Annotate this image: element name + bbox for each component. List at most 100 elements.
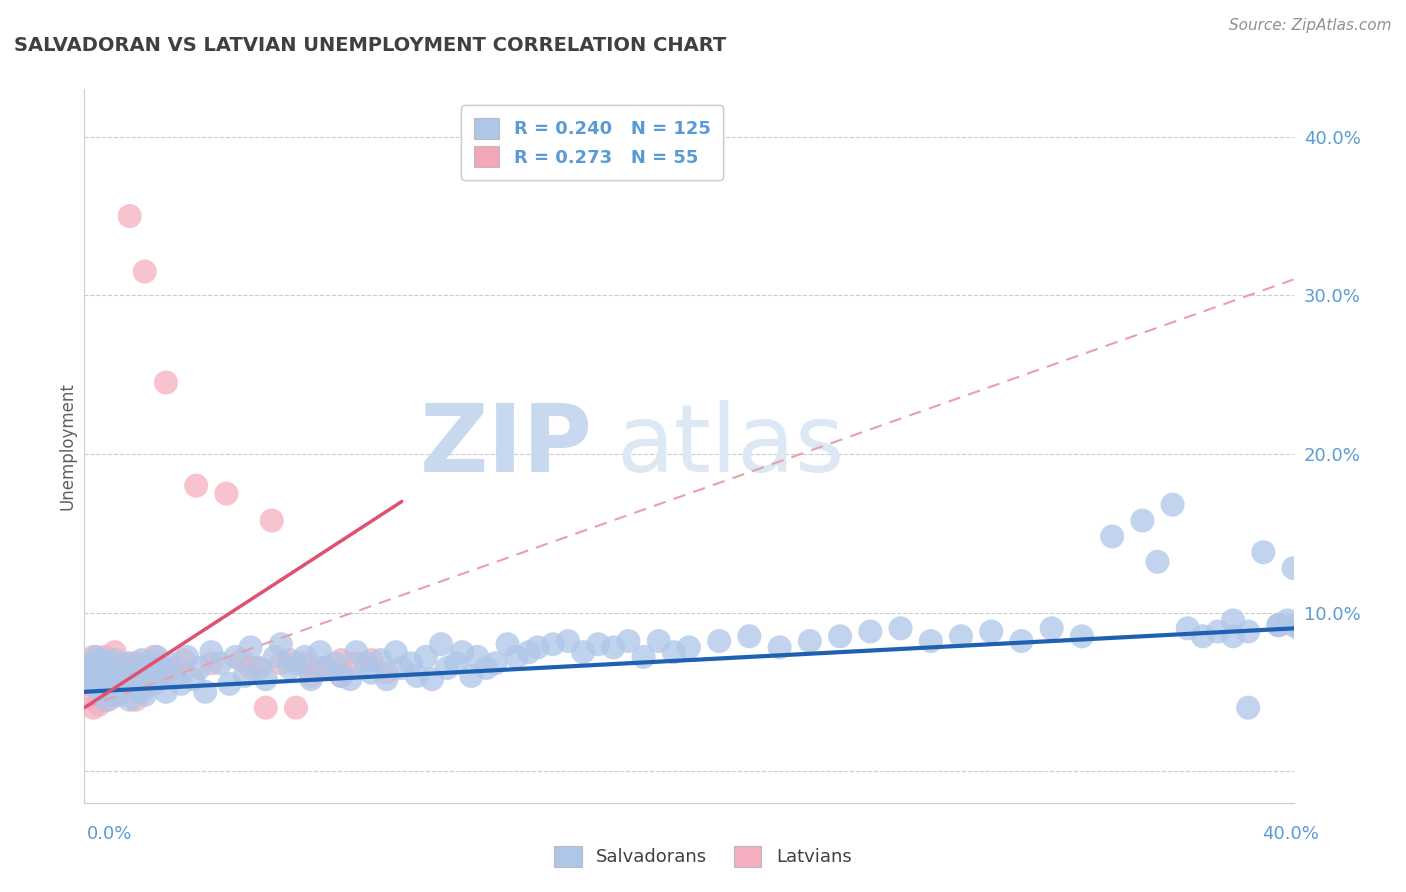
Point (163, 661, 186, 675)
Point (200, 645, 222, 659)
Point (270, 637, 292, 651)
Point (460, 669, 482, 683)
Point (188, 661, 211, 675)
Point (830, 629, 852, 643)
Point (112, 677, 135, 691)
Point (315, 661, 337, 675)
Point (505, 649, 527, 664)
Point (233, 669, 256, 683)
Point (633, 649, 655, 664)
Point (100, 657, 122, 671)
Point (1267, 618, 1289, 632)
Point (1071, 629, 1094, 643)
Point (118, 209, 141, 223)
Text: Source: ZipAtlas.com: Source: ZipAtlas.com (1229, 18, 1392, 33)
Point (155, 685, 177, 699)
Point (572, 645, 595, 659)
Point (1222, 629, 1244, 643)
Point (278, 661, 301, 675)
Point (86, 657, 108, 671)
Point (1251, 545, 1274, 559)
Point (134, 688, 156, 702)
Point (1288, 621, 1310, 635)
Point (107, 688, 129, 702)
Point (467, 649, 489, 664)
Point (647, 634, 671, 648)
Point (131, 685, 153, 699)
Point (517, 645, 540, 659)
Point (360, 653, 382, 667)
Point (354, 657, 377, 671)
Point (1282, 618, 1305, 632)
Point (920, 634, 942, 648)
Point (1146, 555, 1168, 569)
Point (100, 688, 122, 702)
Point (799, 634, 821, 648)
Point (97, 692, 120, 706)
Point (91, 677, 114, 691)
Point (1161, 498, 1184, 512)
Point (284, 700, 308, 714)
Point (149, 669, 172, 683)
Point (134, 264, 156, 278)
Point (225, 649, 247, 664)
Point (107, 688, 129, 702)
Point (97, 665, 120, 680)
Point (131, 653, 153, 667)
Point (249, 661, 271, 675)
Point (231, 653, 253, 667)
Point (215, 486, 238, 500)
Point (136, 665, 159, 680)
Point (91, 672, 114, 686)
Point (79, 669, 101, 683)
Point (415, 649, 437, 664)
Point (1040, 621, 1063, 635)
Point (118, 692, 141, 706)
Point (79, 688, 101, 702)
Point (104, 645, 127, 659)
Point (420, 672, 443, 686)
Point (110, 661, 132, 675)
Point (662, 645, 685, 659)
Point (94, 649, 117, 664)
Point (176, 649, 198, 664)
Point (86, 677, 108, 691)
Point (1191, 629, 1213, 643)
Point (890, 621, 912, 635)
Y-axis label: Unemployment: Unemployment (58, 382, 76, 510)
Point (330, 653, 353, 667)
Text: SALVADORAN VS LATVIAN UNEMPLOYMENT CORRELATION CHART: SALVADORAN VS LATVIAN UNEMPLOYMENT CORRE… (14, 36, 727, 54)
Point (678, 640, 700, 655)
Point (82, 677, 104, 691)
Point (406, 669, 429, 683)
Point (339, 672, 361, 686)
Point (263, 649, 285, 664)
Point (110, 669, 132, 683)
Point (76, 661, 98, 675)
Point (1101, 529, 1123, 543)
Point (115, 657, 138, 671)
Point (104, 653, 127, 667)
Point (125, 665, 148, 680)
Point (157, 657, 180, 671)
Point (76, 661, 98, 675)
Point (270, 657, 292, 671)
Point (315, 661, 337, 675)
Point (139, 672, 162, 686)
Point (89, 661, 111, 675)
Point (128, 685, 150, 699)
Point (94, 665, 117, 680)
Point (128, 657, 150, 671)
Point (484, 657, 506, 671)
Point (239, 661, 262, 675)
Point (149, 672, 172, 686)
Point (299, 672, 322, 686)
Point (980, 624, 1002, 639)
Point (142, 649, 165, 664)
Point (309, 661, 332, 675)
Point (309, 645, 332, 659)
Point (709, 634, 731, 648)
Point (186, 478, 208, 492)
Point (1177, 621, 1199, 635)
Legend: Salvadorans, Latvians: Salvadorans, Latvians (547, 838, 859, 874)
